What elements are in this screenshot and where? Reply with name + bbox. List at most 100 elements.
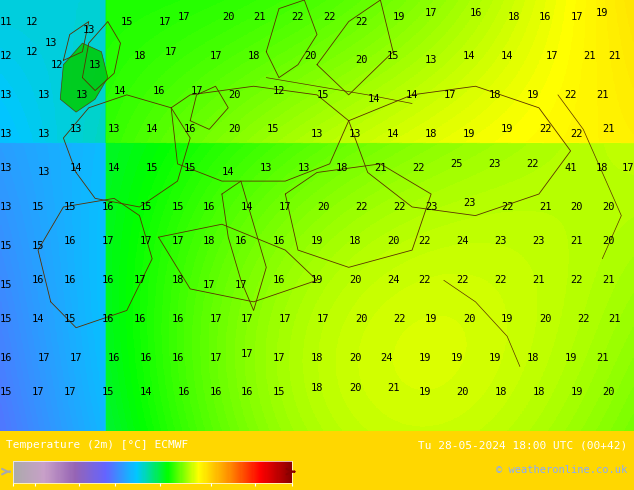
Text: 13: 13 (108, 124, 120, 134)
Text: 22: 22 (323, 12, 336, 22)
Text: 12: 12 (25, 17, 38, 26)
Text: 15: 15 (266, 124, 279, 134)
Text: 24: 24 (387, 275, 399, 285)
Text: 13: 13 (349, 129, 361, 139)
Text: 20: 20 (602, 202, 615, 212)
Text: 18: 18 (203, 237, 216, 246)
Text: 20: 20 (304, 51, 317, 61)
Text: 13: 13 (38, 90, 51, 100)
Text: 17: 17 (203, 280, 216, 290)
Text: 21: 21 (539, 202, 552, 212)
Text: 17: 17 (158, 17, 171, 26)
Polygon shape (60, 43, 108, 112)
Text: 22: 22 (495, 275, 507, 285)
Text: 15: 15 (101, 388, 114, 397)
Text: 17: 17 (70, 353, 82, 363)
Text: Temperature (2m) [°C] ECMWF: Temperature (2m) [°C] ECMWF (6, 440, 188, 450)
Text: 20: 20 (602, 388, 615, 397)
Text: 14: 14 (114, 86, 127, 96)
Text: 16: 16 (133, 314, 146, 324)
Text: 13: 13 (89, 60, 101, 70)
Text: 20: 20 (349, 383, 361, 393)
Text: 14: 14 (241, 202, 254, 212)
Text: 13: 13 (298, 163, 311, 173)
Text: 21: 21 (583, 51, 596, 61)
Text: 14: 14 (501, 51, 514, 61)
Text: 21: 21 (254, 12, 266, 22)
Text: 21: 21 (533, 275, 545, 285)
Text: 19: 19 (418, 353, 431, 363)
Text: 22: 22 (526, 159, 539, 169)
Text: 20: 20 (571, 202, 583, 212)
Text: 16: 16 (101, 314, 114, 324)
Text: 17: 17 (171, 237, 184, 246)
Text: 13: 13 (425, 55, 437, 65)
Text: 24: 24 (456, 237, 469, 246)
Text: 18: 18 (336, 163, 349, 173)
Text: 17: 17 (63, 388, 76, 397)
Text: 19: 19 (425, 314, 437, 324)
Text: 19: 19 (311, 275, 323, 285)
Text: 13: 13 (70, 124, 82, 134)
Text: 14: 14 (463, 51, 476, 61)
Text: 18: 18 (311, 383, 323, 393)
Text: 13: 13 (0, 90, 13, 100)
Text: 15: 15 (139, 202, 152, 212)
Text: 15: 15 (63, 314, 76, 324)
Text: 12: 12 (25, 47, 38, 57)
Text: 13: 13 (260, 163, 273, 173)
Text: 14: 14 (368, 94, 380, 104)
Text: 25: 25 (450, 159, 463, 169)
Text: 16: 16 (184, 124, 197, 134)
Text: 22: 22 (577, 314, 590, 324)
Text: 16: 16 (139, 353, 152, 363)
Text: 15: 15 (387, 51, 399, 61)
Text: 17: 17 (209, 314, 222, 324)
Text: 12: 12 (0, 51, 13, 61)
Text: 16: 16 (273, 237, 285, 246)
Text: 23: 23 (463, 197, 476, 208)
Text: 19: 19 (393, 12, 406, 22)
Text: 14: 14 (406, 90, 418, 100)
Text: 13: 13 (38, 168, 51, 177)
Text: 23: 23 (495, 237, 507, 246)
Text: 22: 22 (418, 237, 431, 246)
Text: 16: 16 (178, 388, 190, 397)
Text: 19: 19 (311, 237, 323, 246)
Text: 23: 23 (425, 202, 437, 212)
Text: 12: 12 (51, 60, 63, 70)
Text: 17: 17 (178, 12, 190, 22)
Text: 17: 17 (317, 314, 330, 324)
Text: 15: 15 (120, 17, 133, 26)
Text: 19: 19 (564, 353, 577, 363)
Text: 21: 21 (596, 90, 609, 100)
Text: 19: 19 (526, 90, 539, 100)
Text: 17: 17 (235, 280, 247, 290)
Text: 15: 15 (0, 314, 13, 324)
Text: 18: 18 (425, 129, 437, 139)
Text: 20: 20 (387, 237, 399, 246)
Text: 19: 19 (501, 314, 514, 324)
Text: 16: 16 (0, 353, 13, 363)
Text: 14: 14 (387, 129, 399, 139)
Text: 14: 14 (139, 388, 152, 397)
Text: 22: 22 (564, 90, 577, 100)
Text: 23: 23 (488, 159, 501, 169)
Text: 11: 11 (0, 17, 13, 26)
Text: 21: 21 (602, 275, 615, 285)
Text: 20: 20 (222, 12, 235, 22)
Text: 20: 20 (355, 314, 368, 324)
Text: 20: 20 (228, 124, 241, 134)
Text: 22: 22 (418, 275, 431, 285)
Text: 21: 21 (609, 51, 621, 61)
Text: 20: 20 (228, 90, 241, 100)
Text: 22: 22 (571, 275, 583, 285)
Text: 22: 22 (355, 202, 368, 212)
Text: 18: 18 (495, 388, 507, 397)
Text: 19: 19 (450, 353, 463, 363)
Text: 17: 17 (279, 314, 292, 324)
Text: 13: 13 (0, 202, 13, 212)
Text: 17: 17 (273, 353, 285, 363)
Text: 13: 13 (0, 129, 13, 139)
Text: 17: 17 (279, 202, 292, 212)
